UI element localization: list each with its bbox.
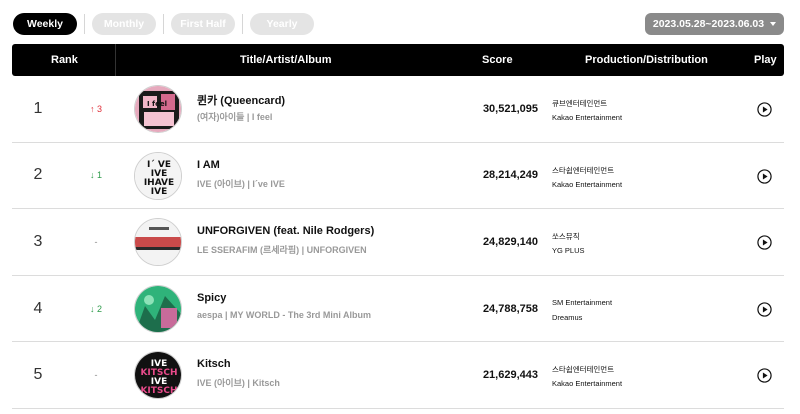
production-company: 스타쉽엔터테인먼트 — [552, 365, 615, 375]
date-range-dropdown[interactable]: 2023.05.28~2023.06.03 — [645, 13, 784, 35]
production-company: 스타쉽엔터테인먼트 — [552, 165, 615, 175]
header-divider — [115, 44, 116, 76]
table-row: 3 - UNFORGIVEN (feat. Nile Rodgers) LE S… — [12, 209, 784, 276]
play-circle-icon[interactable] — [757, 302, 772, 317]
distribution-company: YG PLUS — [552, 246, 585, 256]
score-value: 24,829,140 — [482, 235, 538, 248]
rank-number: 3 — [33, 232, 43, 250]
score-value: 28,214,249 — [482, 169, 538, 182]
column-production: Production/Distribution — [585, 54, 708, 66]
svg-text:I feel: I feel — [147, 100, 167, 108]
play-circle-icon[interactable] — [757, 368, 772, 384]
rank-change: ↑ 3 — [89, 103, 102, 114]
date-range-label: 2023.05.28~2023.06.03 — [652, 18, 765, 30]
play-circle-icon[interactable] — [757, 235, 772, 250]
score-value: 24,788,758 — [482, 302, 538, 315]
artist-album: (여자)아이들 | I feel — [197, 112, 273, 122]
chart-rows: 1 ↑ 3 I feel 퀸카 (Queencard) (여자)아이들 | I … — [12, 76, 784, 409]
filter-first-half-button[interactable]: First Half — [171, 13, 235, 35]
column-rank: Rank — [51, 54, 78, 66]
table-row: 4 ↓ 2 Spicy aespa | MY WORLD - The 3rd M… — [12, 276, 784, 343]
divider — [84, 14, 85, 34]
rank-change: ↓ 2 — [89, 303, 102, 314]
production-company: SM Entertainment — [552, 297, 613, 307]
production-company: 쏘스뮤직 — [552, 232, 580, 242]
table-row: 5 - IVE KITSCH IVE KITSCH Kitsch IVE (아이… — [12, 342, 784, 409]
album-cover-unforgiven[interactable] — [134, 218, 182, 267]
filter-yearly-button[interactable]: Yearly — [250, 13, 314, 35]
artist-album: LE SSERAFIM (르세라핌) | UNFORGIVEN — [197, 245, 367, 256]
rank-change: - — [94, 236, 98, 247]
svg-text:I´ VE: I´ VE — [147, 159, 171, 170]
table-row: 1 ↑ 3 I feel 퀸카 (Queencard) (여자)아이들 | I … — [12, 76, 784, 143]
play-circle-icon[interactable] — [757, 102, 772, 117]
rank-number: 5 — [33, 366, 43, 384]
rank-number: 4 — [33, 299, 43, 317]
svg-text:IHAVE: IHAVE — [144, 178, 174, 188]
table-row: 2 ↓ 1 I´ VE IVE IHAVE IVE I AM IVE (아이브)… — [12, 143, 784, 210]
score-value: 30,521,095 — [482, 102, 538, 115]
distribution-company: Kakao Entertainment — [552, 379, 623, 389]
filter-weekly-button[interactable]: Weekly — [13, 13, 77, 35]
svg-text:IVE: IVE — [151, 169, 167, 179]
artist-album: IVE (아이브) | I´ve IVE — [197, 178, 285, 189]
distribution-company: Kakao Entertainment — [552, 179, 623, 189]
score-value: 21,629,443 — [482, 369, 538, 382]
song-title[interactable]: Spicy — [197, 291, 227, 304]
song-title[interactable]: UNFORGIVEN (feat. Nile Rodgers) — [197, 225, 375, 238]
period-filter-bar: Weekly Monthly First Half Yearly — [13, 13, 314, 35]
column-score: Score — [482, 54, 513, 66]
rank-number: 2 — [33, 166, 43, 184]
rank-change: - — [94, 370, 98, 381]
album-cover-ive-ive[interactable]: I´ VE IVE IHAVE IVE — [134, 151, 182, 200]
album-cover-my-world[interactable] — [134, 284, 182, 333]
rank-change: ↓ 1 — [89, 170, 102, 181]
svg-text:KITSCH: KITSCH — [140, 368, 177, 378]
artist-album: aespa | MY WORLD - The 3rd Mini Album — [197, 309, 372, 320]
album-cover-i-feel[interactable]: I feel — [134, 85, 182, 133]
chart-table-header: Rank Title/Artist/Album Score Production… — [12, 44, 784, 76]
production-company: 큐브엔터테인먼트 — [552, 99, 608, 108]
svg-text:IVE: IVE — [151, 359, 167, 369]
song-title[interactable]: I AM — [197, 158, 220, 171]
svg-text:IVE: IVE — [151, 377, 167, 387]
svg-text:IVE: IVE — [151, 187, 167, 197]
artist-album: IVE (아이브) | Kitsch — [197, 378, 280, 389]
distribution-company: Kakao Entertainment — [552, 113, 623, 122]
rank-number: 1 — [33, 99, 43, 117]
play-circle-icon[interactable] — [757, 168, 772, 184]
album-cover-kitsch[interactable]: IVE KITSCH IVE KITSCH — [134, 351, 182, 400]
song-title[interactable]: 퀸카 (Queencard) — [197, 95, 286, 107]
chevron-down-icon — [770, 22, 777, 26]
distribution-company: Dreamus — [552, 312, 583, 322]
svg-text:KITSCH: KITSCH — [140, 386, 177, 396]
filter-monthly-button[interactable]: Monthly — [92, 13, 156, 35]
divider — [242, 14, 243, 34]
column-title: Title/Artist/Album — [240, 54, 332, 66]
song-title[interactable]: Kitsch — [197, 358, 231, 371]
divider — [163, 14, 164, 34]
column-play: Play — [754, 54, 777, 66]
